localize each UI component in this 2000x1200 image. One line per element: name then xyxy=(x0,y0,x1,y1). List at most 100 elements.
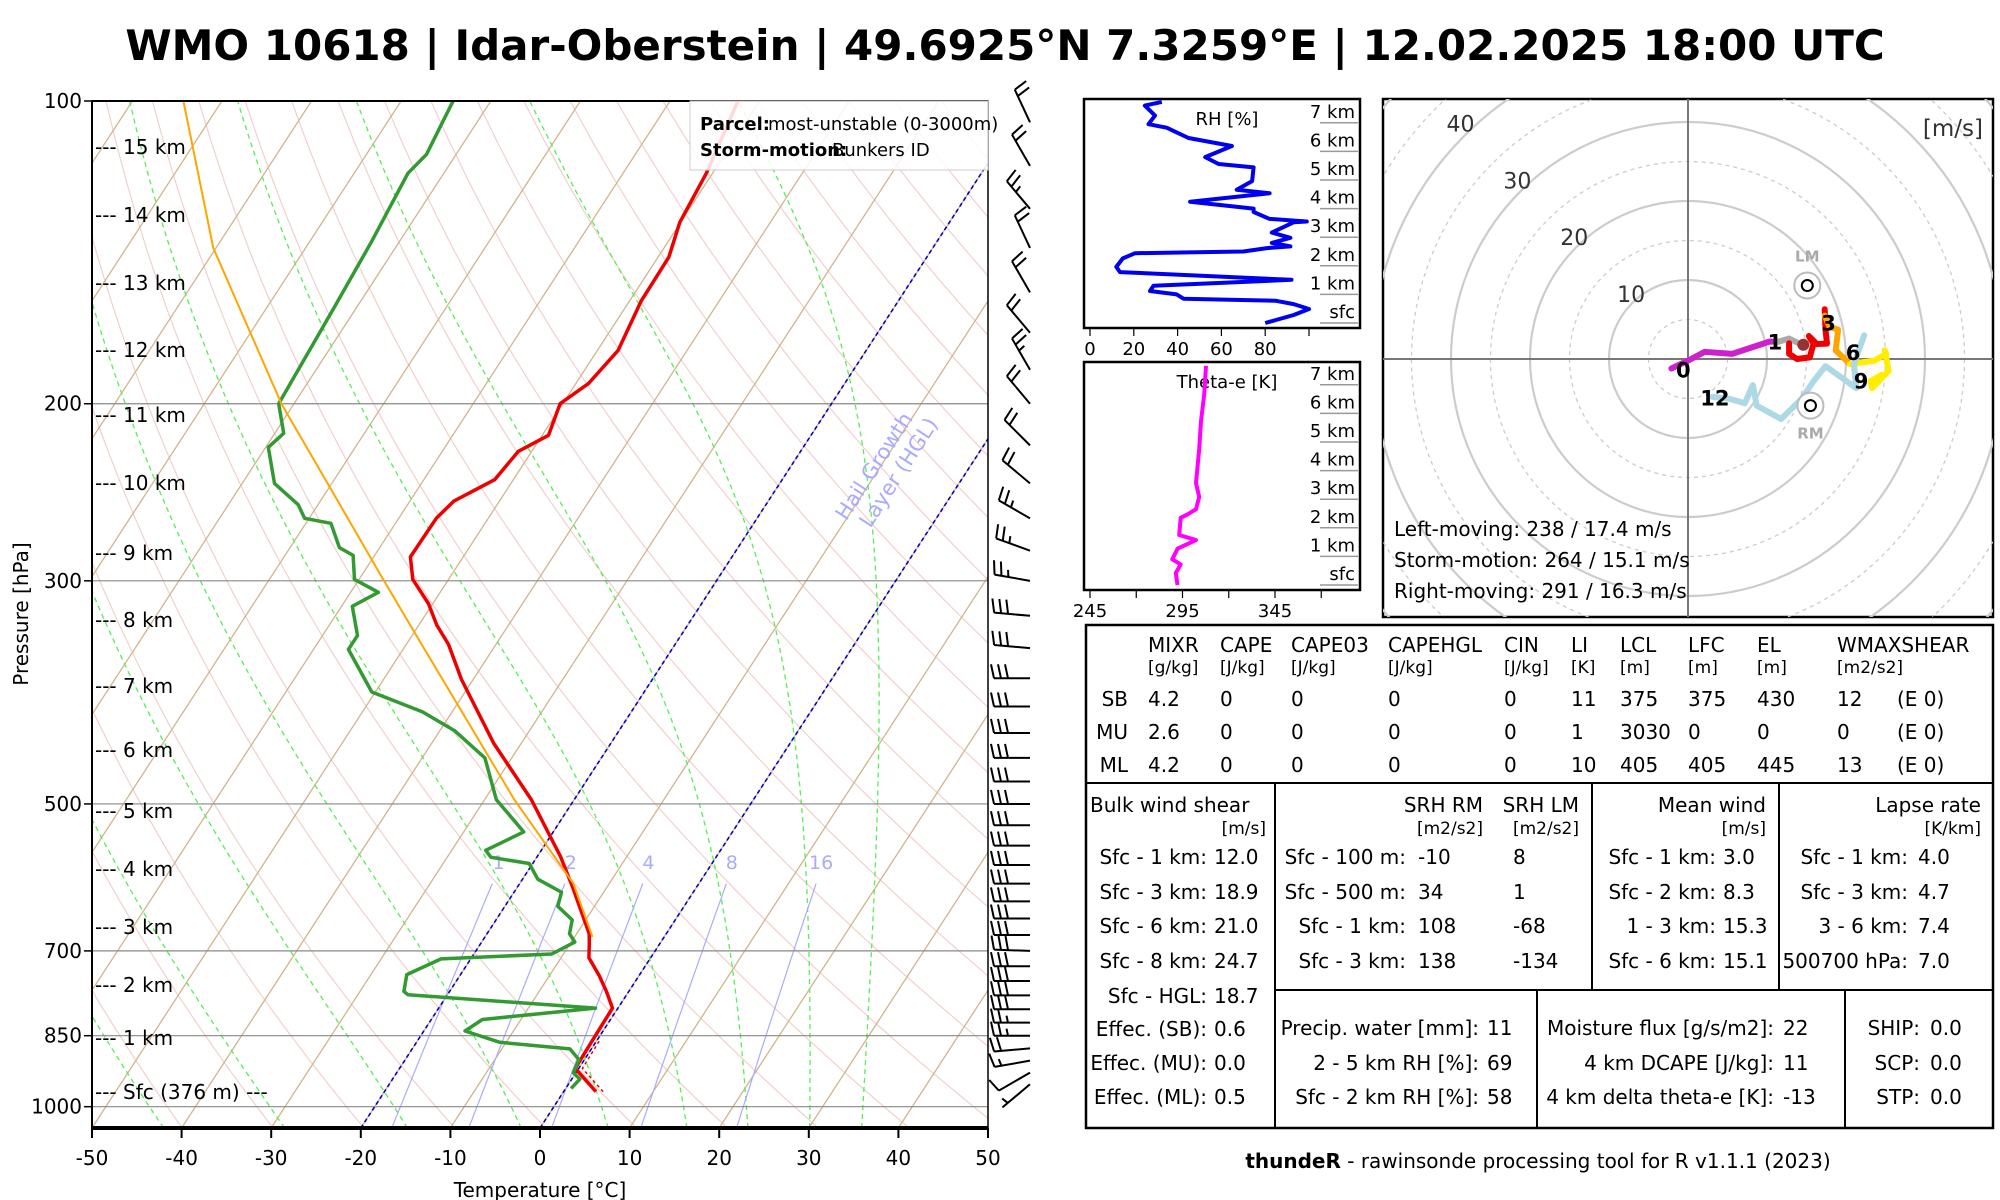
height-label: --- 8 km xyxy=(95,608,173,632)
x-tick-label: 30 xyxy=(796,1146,821,1170)
barb-full xyxy=(1004,743,1009,759)
composites-label: SHIP: xyxy=(1868,1016,1920,1040)
barb-full xyxy=(997,869,1002,884)
profile-line xyxy=(1114,99,1311,325)
lapse-rate-value: 4.0 xyxy=(1918,845,1950,869)
storm-marker-ring xyxy=(1793,271,1822,300)
moist-adiabat xyxy=(92,1014,165,1128)
barb-full xyxy=(990,935,996,950)
temperature-profile xyxy=(408,101,740,1093)
barb-full xyxy=(988,1053,996,1068)
wind-barb xyxy=(993,560,1031,582)
dry-adiabat xyxy=(430,101,988,840)
barb-full xyxy=(990,904,995,919)
row-label: ML xyxy=(1100,753,1129,777)
isotherm xyxy=(92,101,313,440)
hodograph-plot: 10 20 30 40 [m/s] LM RM 0 1 36 9 12 Left-moving: 238… xyxy=(1383,99,1993,617)
moist-adiabat xyxy=(92,589,408,1128)
storm-motion-text: Storm-motion: 264 / 15.1 m/s xyxy=(1394,548,1690,572)
x-tick-label: 40 xyxy=(886,1146,911,1170)
barb-staff xyxy=(1001,1083,1031,1109)
table-cell: 1 xyxy=(1571,720,1584,744)
table-cell: 0 xyxy=(1837,720,1850,744)
moisture2-label: Moisture flux [g/s/m2]: xyxy=(1547,1016,1774,1040)
column-unit: [g/kg] xyxy=(1148,658,1198,678)
wind-barb xyxy=(990,850,1030,866)
storm-marker xyxy=(1800,279,1814,293)
footer-text: - rawinsonde processing tool for R v1.1.… xyxy=(1341,1149,1831,1173)
height-label: --- 15 km xyxy=(95,135,186,159)
barb-full xyxy=(1004,981,1009,996)
bulk-shear-value: 0.6 xyxy=(1214,1017,1246,1041)
column-unit: [m] xyxy=(1757,658,1787,678)
dewpoint-profile xyxy=(266,101,598,1090)
height-label: --- 6 km xyxy=(95,738,173,762)
barb-full xyxy=(1004,850,1009,866)
x-tick-label: 60 xyxy=(1210,339,1233,360)
bulk-shear-value: 0.5 xyxy=(1214,1085,1246,1109)
barb-full xyxy=(1006,169,1017,182)
barb-full xyxy=(1004,995,1009,1010)
ring-label: 20 xyxy=(1560,226,1588,251)
lapse-rate-label: 500700 hPa: xyxy=(1782,949,1908,973)
y-tick-label: 100 xyxy=(44,89,82,113)
isotherm xyxy=(181,101,850,1128)
table-cell: 0 xyxy=(1388,720,1401,744)
barb-full xyxy=(1008,412,1019,426)
barb-half xyxy=(1005,1015,1009,1023)
x-tick-label: 20 xyxy=(706,1146,731,1170)
barb-full xyxy=(997,1008,1002,1023)
x-tick-label: 50 xyxy=(975,1146,1000,1170)
wind-barb xyxy=(990,743,1030,759)
panel-plot xyxy=(1114,99,1311,325)
column-header: WMAXSHEAR xyxy=(1837,633,1969,657)
y-tick-label: 300 xyxy=(44,569,82,593)
wind-barb xyxy=(990,869,1030,885)
barb-half xyxy=(997,1058,1003,1067)
wind-barb xyxy=(995,524,1031,552)
column-header: CIN xyxy=(1504,633,1539,657)
barb-full xyxy=(990,850,995,866)
barb-full xyxy=(997,952,1002,967)
barb-full xyxy=(997,995,1002,1010)
hodograph-segment xyxy=(1668,338,1782,372)
srh-label: Sfc - 100 m: xyxy=(1285,845,1406,869)
moisture2-label: 4 km DCAPE [J/kg]: xyxy=(1584,1051,1774,1075)
dry-adiabat xyxy=(383,101,988,908)
barb-full xyxy=(997,743,1002,759)
moist-adiabat xyxy=(737,101,880,1128)
barb-staff xyxy=(1006,375,1031,405)
isotherm xyxy=(92,101,671,992)
lapse-rate-value: 7.4 xyxy=(1918,914,1950,938)
barb-full xyxy=(1004,920,1009,936)
wind-barb xyxy=(1006,169,1031,210)
barb-full xyxy=(997,831,1002,846)
barb-staff xyxy=(994,573,1031,582)
dry-adiabat xyxy=(151,101,819,1128)
srh-lm-value: 8 xyxy=(1513,845,1526,869)
height-label: 3 km xyxy=(1310,216,1355,237)
barb-full xyxy=(990,811,995,826)
barb-full xyxy=(1001,526,1006,541)
srh-label: Sfc - 500 m: xyxy=(1285,880,1406,904)
table-cell: 0 xyxy=(1220,753,1233,777)
moist-adiabat xyxy=(529,101,811,1128)
barb-half xyxy=(1008,535,1012,544)
mean-wind-label: Sfc - 6 km: xyxy=(1608,949,1716,973)
barb-full xyxy=(990,743,995,759)
barb-staff xyxy=(998,499,1031,520)
barb-full xyxy=(990,1021,995,1036)
srh-label: Sfc - 3 km: xyxy=(1298,949,1406,973)
barb-full xyxy=(1010,369,1021,383)
hodograph-segment xyxy=(1821,312,1853,368)
mixing-ratio-line xyxy=(551,883,644,1128)
barb-full xyxy=(990,767,995,782)
height-label: --- 11 km xyxy=(95,403,186,427)
height-label: 6 km xyxy=(1310,392,1355,413)
barb-full xyxy=(990,869,995,884)
srh-rm-value: 108 xyxy=(1418,914,1456,938)
barb-half xyxy=(1018,345,1025,352)
wind-barb xyxy=(997,486,1031,520)
barb-half xyxy=(1015,185,1022,193)
bulk-shear-label: Sfc - 3 km: xyxy=(1099,880,1207,904)
